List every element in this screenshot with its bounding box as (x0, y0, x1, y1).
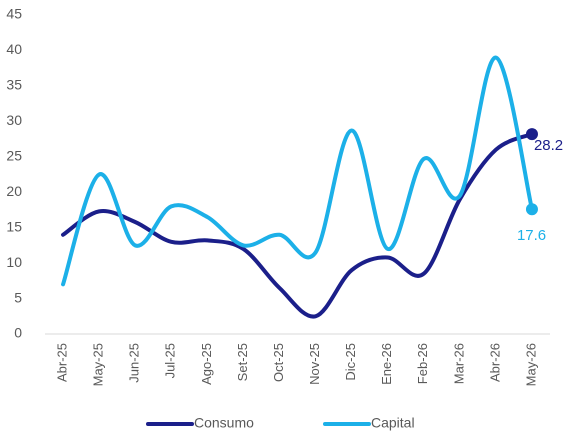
x-tick-label: May-26 (523, 343, 538, 386)
x-tick-label: Dic-25 (343, 343, 358, 381)
x-tick-label: Feb-26 (415, 343, 430, 384)
legend-label: Capital (371, 415, 415, 431)
y-tick-label: 35 (6, 77, 22, 93)
y-tick-label: 40 (6, 41, 22, 57)
x-tick-label: May-25 (91, 343, 106, 386)
y-tick-label: 20 (6, 183, 22, 199)
series-line (61, 132, 534, 319)
y-tick-label: 45 (6, 6, 22, 22)
data-label: 28.2 (534, 137, 563, 154)
end-marker (525, 203, 538, 216)
x-tick-label: Oct-25 (271, 343, 286, 382)
end-marker (525, 128, 538, 141)
y-tick-label: 0 (14, 325, 22, 341)
x-tick-label: Mar-26 (451, 343, 466, 384)
y-tick-label: 15 (6, 218, 22, 234)
x-tick-label: Abr-26 (487, 343, 502, 382)
x-tick-label: Jun-25 (127, 343, 142, 383)
x-tick-label: Jul-25 (163, 343, 178, 378)
x-tick-label: Nov-25 (307, 343, 322, 385)
data-label: 17.6 (517, 227, 546, 244)
x-tick-label: Ago-25 (199, 343, 214, 385)
y-tick-label: 30 (6, 112, 22, 128)
y-tick-label: 5 (14, 289, 22, 305)
x-tick-label: Abr-25 (54, 343, 69, 382)
legend-label: Consumo (194, 415, 254, 431)
y-tick-label: 10 (6, 254, 22, 270)
x-tick-label: Set-25 (235, 343, 250, 381)
y-tick-label: 25 (6, 147, 22, 163)
x-tick-label: Ene-26 (379, 343, 394, 385)
series-line (61, 55, 534, 287)
